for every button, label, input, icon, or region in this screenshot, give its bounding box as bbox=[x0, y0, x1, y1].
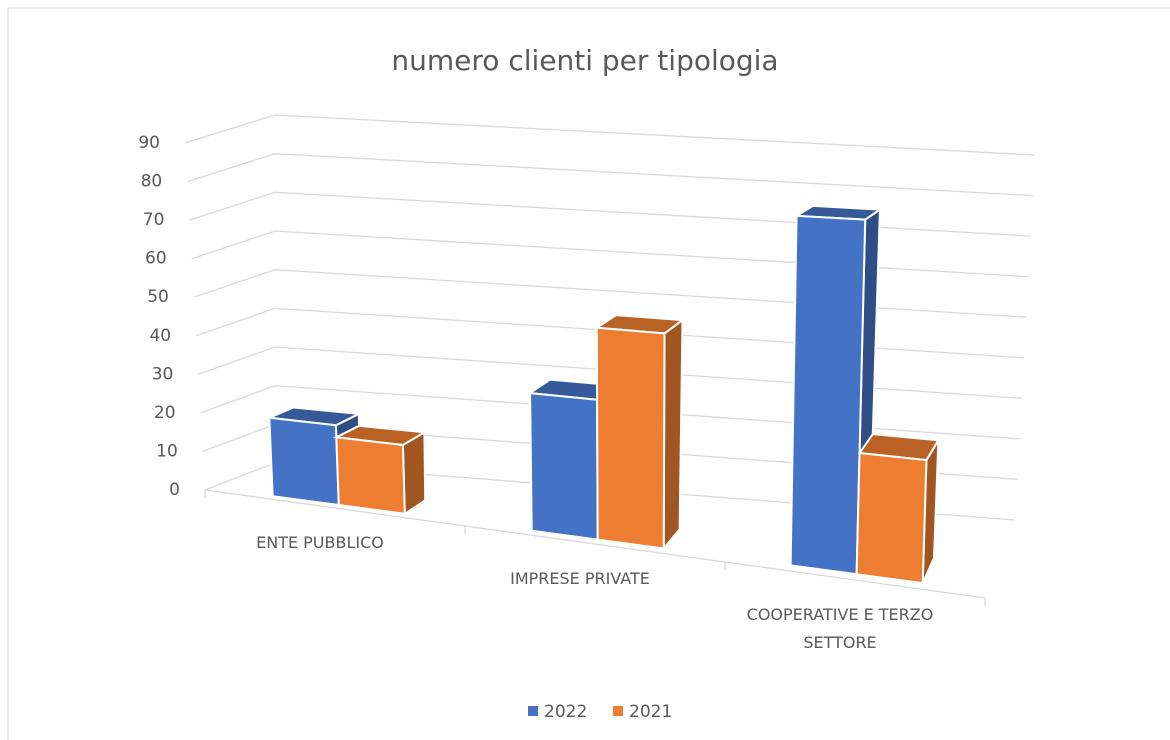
y-tick-label: 0 bbox=[169, 480, 180, 500]
grid-line bbox=[187, 153, 1033, 197]
bar bbox=[595, 326, 666, 550]
y-tick-label: 20 bbox=[154, 403, 176, 423]
bar-side bbox=[662, 318, 684, 552]
y-tick-label: 30 bbox=[152, 364, 174, 384]
y-tick-label: 50 bbox=[147, 287, 169, 307]
y-tick-label: 90 bbox=[138, 133, 160, 153]
bar bbox=[855, 451, 928, 585]
grid-line bbox=[200, 385, 1020, 440]
x-tick-label: IMPRESE PRIVATE bbox=[510, 569, 650, 588]
grid-line bbox=[198, 346, 1022, 399]
grid-line bbox=[189, 191, 1031, 237]
y-tick-label: 60 bbox=[145, 249, 167, 269]
x-tick-label: COOPERATIVE E TERZO SETTORE bbox=[746, 605, 934, 652]
y-tick-label: 10 bbox=[156, 441, 178, 461]
grid-line bbox=[193, 269, 1027, 318]
y-tick-label: 80 bbox=[141, 172, 163, 192]
chart-border bbox=[7, 7, 1170, 740]
grid-line bbox=[184, 114, 1036, 156]
legend-label: 2022 bbox=[544, 702, 587, 722]
legend-label: 2021 bbox=[629, 702, 672, 722]
y-tick-label: 70 bbox=[143, 210, 165, 230]
legend-swatch bbox=[528, 706, 538, 716]
x-tick-label: ENTE PUBBLICO bbox=[256, 533, 384, 552]
grid-line bbox=[195, 307, 1024, 359]
y-tick-label: 40 bbox=[149, 326, 171, 346]
bar bbox=[335, 436, 406, 515]
legend-swatch bbox=[613, 706, 623, 716]
grid-line bbox=[191, 230, 1029, 278]
bar bbox=[789, 214, 867, 576]
chart-title: numero clienti per tipologia bbox=[391, 44, 778, 77]
bar-side bbox=[401, 430, 427, 516]
x-axis-line bbox=[204, 489, 986, 599]
bar bbox=[268, 416, 340, 507]
bar bbox=[529, 391, 599, 541]
